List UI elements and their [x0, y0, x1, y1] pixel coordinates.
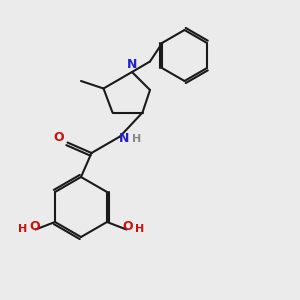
Text: N: N [127, 58, 137, 71]
Text: H: H [18, 224, 27, 235]
Text: O: O [29, 220, 40, 233]
Text: H: H [135, 224, 144, 235]
Text: O: O [53, 130, 64, 144]
Text: H: H [132, 134, 141, 145]
Text: O: O [122, 220, 133, 233]
Text: N: N [119, 131, 130, 145]
